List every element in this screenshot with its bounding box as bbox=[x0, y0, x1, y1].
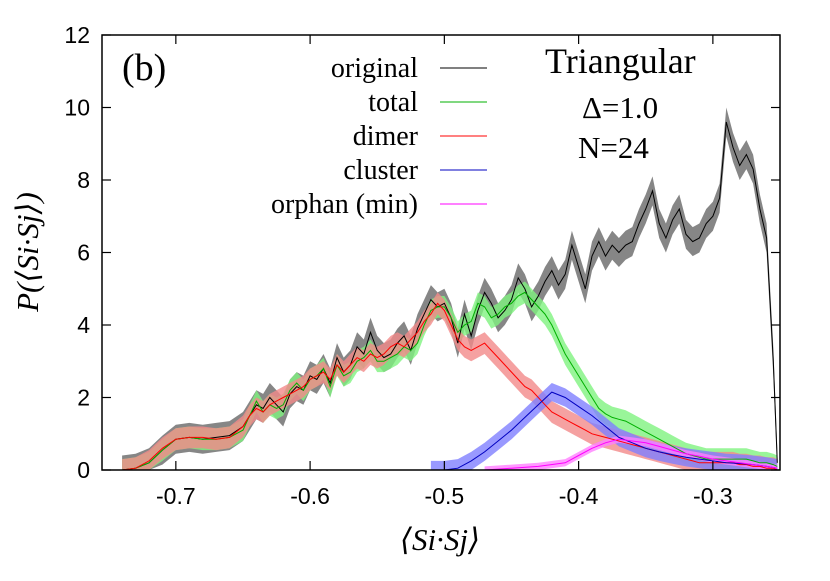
x-tick-label: -0.6 bbox=[290, 483, 330, 509]
x-tick-label: -0.3 bbox=[693, 483, 733, 509]
band-orphan-min- bbox=[484, 435, 778, 470]
y-tick-label: 8 bbox=[77, 167, 90, 193]
y-tick-label: 0 bbox=[77, 457, 90, 483]
series-lines bbox=[122, 121, 778, 471]
chart-title: Triangular bbox=[545, 41, 696, 81]
band-cluster bbox=[430, 383, 778, 470]
y-tick-label: 6 bbox=[77, 240, 90, 266]
band-total bbox=[122, 281, 778, 470]
y-tick-label: 2 bbox=[77, 385, 90, 411]
line-original bbox=[122, 121, 778, 471]
band-original bbox=[122, 107, 778, 470]
legend-label-original: original bbox=[331, 53, 418, 84]
x-axis-label: ⟨Si·Sj⟩ bbox=[400, 522, 480, 557]
panel-label: (b) bbox=[122, 47, 166, 89]
confidence-bands bbox=[122, 107, 778, 470]
legend-label-dimer: dimer bbox=[353, 121, 419, 152]
legend-label-orphan-min-: orphan (min) bbox=[271, 189, 418, 220]
line-orphan-min- bbox=[484, 438, 778, 471]
y-tick-label: 4 bbox=[77, 312, 90, 338]
x-tick-label: -0.4 bbox=[559, 483, 599, 509]
x-tick-label: -0.7 bbox=[156, 483, 196, 509]
y-tick-label: 12 bbox=[64, 22, 90, 48]
annotation-delta: Δ=1.0 bbox=[582, 90, 658, 125]
annotation-n: N=24 bbox=[578, 130, 649, 165]
y-tick-label: 10 bbox=[64, 95, 90, 121]
x-tick-label: -0.5 bbox=[425, 483, 465, 509]
axis-ticks: -0.7 -0.6 -0.5 -0.4 -0.3 0 2 4 6 8 10 12 bbox=[64, 22, 780, 509]
line-cluster bbox=[430, 391, 778, 471]
legend-label-cluster: cluster bbox=[343, 155, 418, 186]
legend-label-total: total bbox=[368, 87, 418, 118]
plot-frame bbox=[101, 34, 781, 471]
y-axis-label: P(⟨Si·Sj⟩) bbox=[10, 192, 45, 313]
line-total bbox=[122, 291, 778, 471]
line-dimer bbox=[122, 302, 778, 471]
